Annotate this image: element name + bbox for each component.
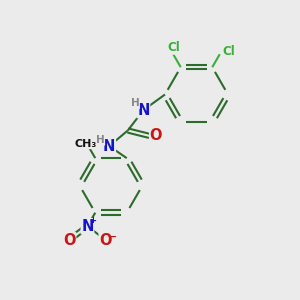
Text: Cl: Cl <box>167 41 180 54</box>
Text: N: N <box>137 103 150 118</box>
Text: O: O <box>99 233 112 248</box>
Text: O: O <box>150 128 162 143</box>
Text: Cl: Cl <box>222 45 235 58</box>
Text: H: H <box>130 98 140 109</box>
Text: O: O <box>63 233 76 248</box>
Text: −: − <box>108 231 117 242</box>
Text: N: N <box>81 219 94 234</box>
Text: N: N <box>103 139 116 154</box>
Text: +: + <box>89 216 96 225</box>
Text: CH₃: CH₃ <box>74 139 97 148</box>
Text: H: H <box>96 135 105 145</box>
